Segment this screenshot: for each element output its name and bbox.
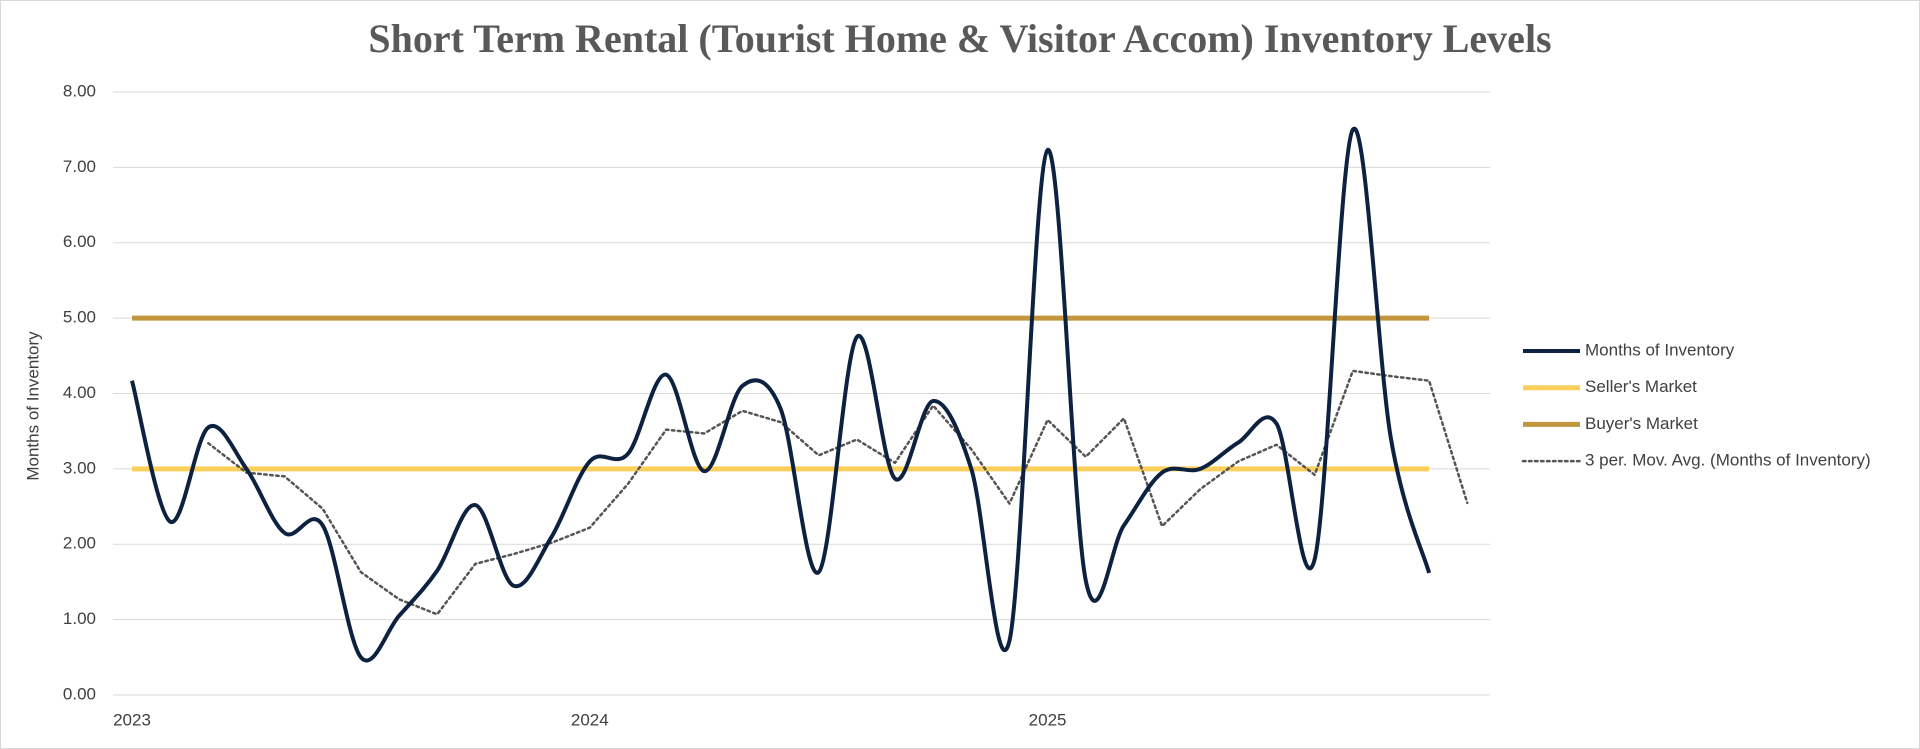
y-tick-label: 7.00 <box>63 157 96 176</box>
y-tick-label: 2.00 <box>63 534 96 553</box>
y-axis-label: Months of Inventory <box>23 331 42 481</box>
y-tick-label: 4.00 <box>63 383 96 402</box>
y-tick-label: 8.00 <box>63 81 96 100</box>
y-tick-label: 0.00 <box>63 684 96 703</box>
y-tick-label: 6.00 <box>63 232 96 251</box>
x-tick-label: 2025 <box>1029 710 1067 729</box>
legend-label: Months of Inventory <box>1585 340 1735 359</box>
chart-title: Short Term Rental (Tourist Home & Visito… <box>368 16 1551 61</box>
x-tick-label: 2023 <box>113 710 151 729</box>
legend-label: Seller's Market <box>1585 377 1697 396</box>
legend-label: Buyer's Market <box>1585 414 1698 433</box>
y-tick-label: 5.00 <box>63 308 96 327</box>
y-tick-label: 3.00 <box>63 458 96 477</box>
legend-label: 3 per. Mov. Avg. (Months of Inventory) <box>1585 451 1871 470</box>
series-line <box>130 126 1432 663</box>
x-tick-label: 2024 <box>571 710 609 729</box>
y-tick-label: 1.00 <box>63 609 96 628</box>
